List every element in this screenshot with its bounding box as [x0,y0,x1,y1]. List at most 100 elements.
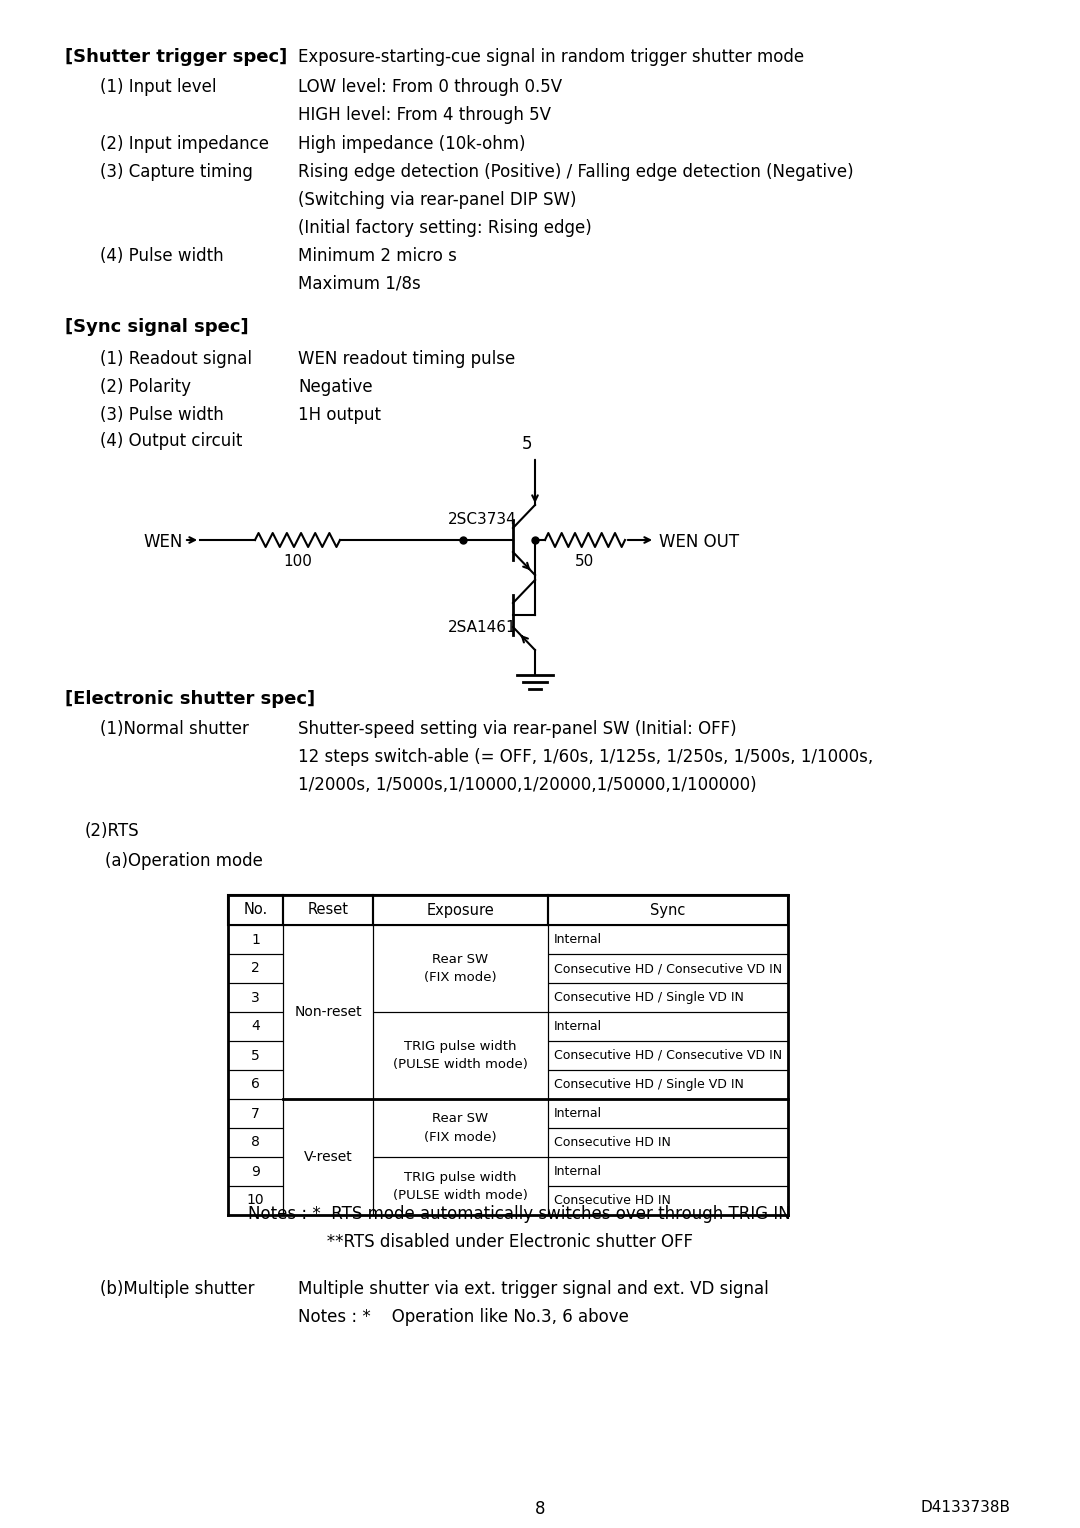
Text: 2SA1461: 2SA1461 [448,620,516,636]
Text: HIGH level: From 4 through 5V: HIGH level: From 4 through 5V [298,105,551,124]
Bar [228,1041,283,1070]
Text: 2: 2 [252,961,260,975]
Bar [548,953,788,983]
Text: 100: 100 [283,555,312,568]
Text: Internal: Internal [554,1164,603,1178]
Text: TRIG pulse width
(PULSE width mode): TRIG pulse width (PULSE width mode) [393,1041,528,1071]
Text: [Electronic shutter spec]: [Electronic shutter spec] [65,691,315,707]
Text: **RTS disabled under Electronic shutter OFF: **RTS disabled under Electronic shutter … [248,1233,693,1251]
Text: TRIG pulse width
(PULSE width mode): TRIG pulse width (PULSE width mode) [393,1170,528,1201]
Bar [548,1128,788,1157]
Text: Non-reset: Non-reset [294,1005,362,1019]
Text: (1) Input level: (1) Input level [100,78,216,96]
Text: (1)Normal shutter: (1)Normal shutter [100,720,248,738]
Text: (Switching via rear-panel DIP SW): (Switching via rear-panel DIP SW) [298,191,577,209]
Bar [228,983,283,1012]
Bar [548,1186,788,1215]
Text: 9: 9 [251,1164,260,1178]
Text: (a)Operation mode: (a)Operation mode [105,853,262,869]
Text: No.: No. [243,903,268,917]
Text: (1) Readout signal: (1) Readout signal [100,350,252,368]
Text: (3) Capture timing: (3) Capture timing [100,163,253,180]
Text: Rear SW
(FIX mode): Rear SW (FIX mode) [424,1112,497,1143]
Text: [Sync signal spec]: [Sync signal spec] [65,318,248,336]
Text: Rear SW
(FIX mode): Rear SW (FIX mode) [424,953,497,984]
Bar [228,895,283,924]
Text: (3) Pulse width: (3) Pulse width [100,406,224,423]
Text: (4) Output circuit: (4) Output circuit [100,432,242,451]
Bar [548,983,788,1012]
Bar [373,895,548,924]
Bar [228,1070,283,1099]
Bar [228,1157,283,1186]
Text: [Shutter trigger spec]: [Shutter trigger spec] [65,47,287,66]
Bar [373,1099,548,1157]
Text: 8: 8 [251,1135,260,1149]
Text: Internal: Internal [554,934,603,946]
Text: 10: 10 [246,1193,265,1207]
Bar [548,895,788,924]
Text: 8: 8 [535,1500,545,1517]
Text: 1H output: 1H output [298,406,381,423]
Text: 2SC3734: 2SC3734 [448,512,516,527]
Bar [283,924,373,1099]
Bar [548,924,788,953]
Bar [228,953,283,983]
Text: 4: 4 [252,1019,260,1033]
Text: D4133738B: D4133738B [920,1500,1010,1514]
Text: Internal: Internal [554,1021,603,1033]
Text: (2)RTS: (2)RTS [85,822,139,840]
Bar [228,1186,283,1215]
Text: Consecutive HD IN: Consecutive HD IN [554,1193,671,1207]
Text: (2) Polarity: (2) Polarity [100,377,191,396]
Bar [228,1128,283,1157]
Text: Consecutive HD / Consecutive VD IN: Consecutive HD / Consecutive VD IN [554,1050,782,1062]
Bar [228,1099,283,1128]
Text: 5: 5 [252,1048,260,1062]
Text: 5: 5 [522,435,532,452]
Text: WEN: WEN [144,533,183,552]
Bar [373,1157,548,1215]
Bar [373,924,548,1012]
Text: 50: 50 [576,555,595,568]
Text: (2) Input impedance: (2) Input impedance [100,134,269,153]
Text: LOW level: From 0 through 0.5V: LOW level: From 0 through 0.5V [298,78,562,96]
Text: 6: 6 [251,1077,260,1091]
Bar [373,1012,548,1099]
Bar [228,1012,283,1041]
Text: Consecutive HD / Consecutive VD IN: Consecutive HD / Consecutive VD IN [554,963,782,975]
Text: Consecutive HD IN: Consecutive HD IN [554,1135,671,1149]
Text: 1: 1 [251,932,260,946]
Text: Rising edge detection (Positive) / Falling edge detection (Negative): Rising edge detection (Positive) / Falli… [298,163,853,180]
Text: 1/2000s, 1/5000s,1/10000,1/20000,1/50000,1/100000): 1/2000s, 1/5000s,1/10000,1/20000,1/50000… [298,776,757,795]
Bar [228,924,283,953]
Bar [548,1070,788,1099]
Bar [283,1099,373,1215]
Text: High impedance (10k-ohm): High impedance (10k-ohm) [298,134,526,153]
Text: Internal: Internal [554,1106,603,1120]
Text: 3: 3 [252,990,260,1004]
Text: Shutter-speed setting via rear-panel SW (Initial: OFF): Shutter-speed setting via rear-panel SW … [298,720,737,738]
Text: Minimum 2 micro s: Minimum 2 micro s [298,248,457,264]
Text: Exposure-starting-cue signal in random trigger shutter mode: Exposure-starting-cue signal in random t… [298,47,805,66]
Text: WEN readout timing pulse: WEN readout timing pulse [298,350,515,368]
Bar [548,1099,788,1128]
Text: Maximum 1/8s: Maximum 1/8s [298,275,421,293]
Text: 12 steps switch-able (= OFF, 1/60s, 1/125s, 1/250s, 1/500s, 1/1000s,: 12 steps switch-able (= OFF, 1/60s, 1/12… [298,749,874,766]
Text: Sync: Sync [650,903,686,917]
Text: Negative: Negative [298,377,373,396]
Bar [548,1041,788,1070]
Text: Consecutive HD / Single VD IN: Consecutive HD / Single VD IN [554,992,744,1004]
Text: (Initial factory setting: Rising edge): (Initial factory setting: Rising edge) [298,219,592,237]
Bar [548,1012,788,1041]
Text: Exposure: Exposure [427,903,495,917]
Text: Reset: Reset [308,903,349,917]
Text: Consecutive HD / Single VD IN: Consecutive HD / Single VD IN [554,1077,744,1091]
Text: Notes : *  RTS mode automatically switches over through TRIG IN: Notes : * RTS mode automatically switche… [248,1206,791,1222]
Text: V-reset: V-reset [303,1151,352,1164]
Text: (4) Pulse width: (4) Pulse width [100,248,224,264]
Bar [283,895,373,924]
Text: WEN OUT: WEN OUT [659,533,739,552]
Text: 7: 7 [252,1106,260,1120]
Text: (b)Multiple shutter: (b)Multiple shutter [100,1280,255,1297]
